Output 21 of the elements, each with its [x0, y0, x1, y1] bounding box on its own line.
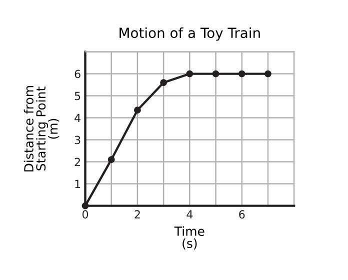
point [108, 156, 115, 164]
y-tick-label: 5 [74, 92, 80, 100]
y-axis-title: Distance from Starting Point (m) [24, 86, 60, 172]
x-tick-label: 0 [82, 210, 88, 219]
point [160, 79, 168, 86]
point [212, 70, 220, 78]
x-tick-label: 6 [239, 210, 245, 219]
point [238, 70, 246, 78]
y-tick-label: 6 [74, 70, 80, 78]
point [134, 106, 141, 114]
y-tick-label: 1 [75, 180, 80, 188]
y-tick-label: 4 [74, 114, 80, 122]
chart-title: Motion of a Toy Train [120, 27, 260, 41]
x-tick-label: 4 [186, 210, 193, 218]
y-tick-label: 2 [74, 158, 80, 166]
point [186, 70, 194, 78]
y-tick-label: 3 [74, 136, 80, 144]
x-tick-label: 2 [134, 210, 140, 218]
x-axis-title: Time (s) [174, 226, 204, 250]
point [82, 202, 89, 210]
point [264, 70, 272, 78]
